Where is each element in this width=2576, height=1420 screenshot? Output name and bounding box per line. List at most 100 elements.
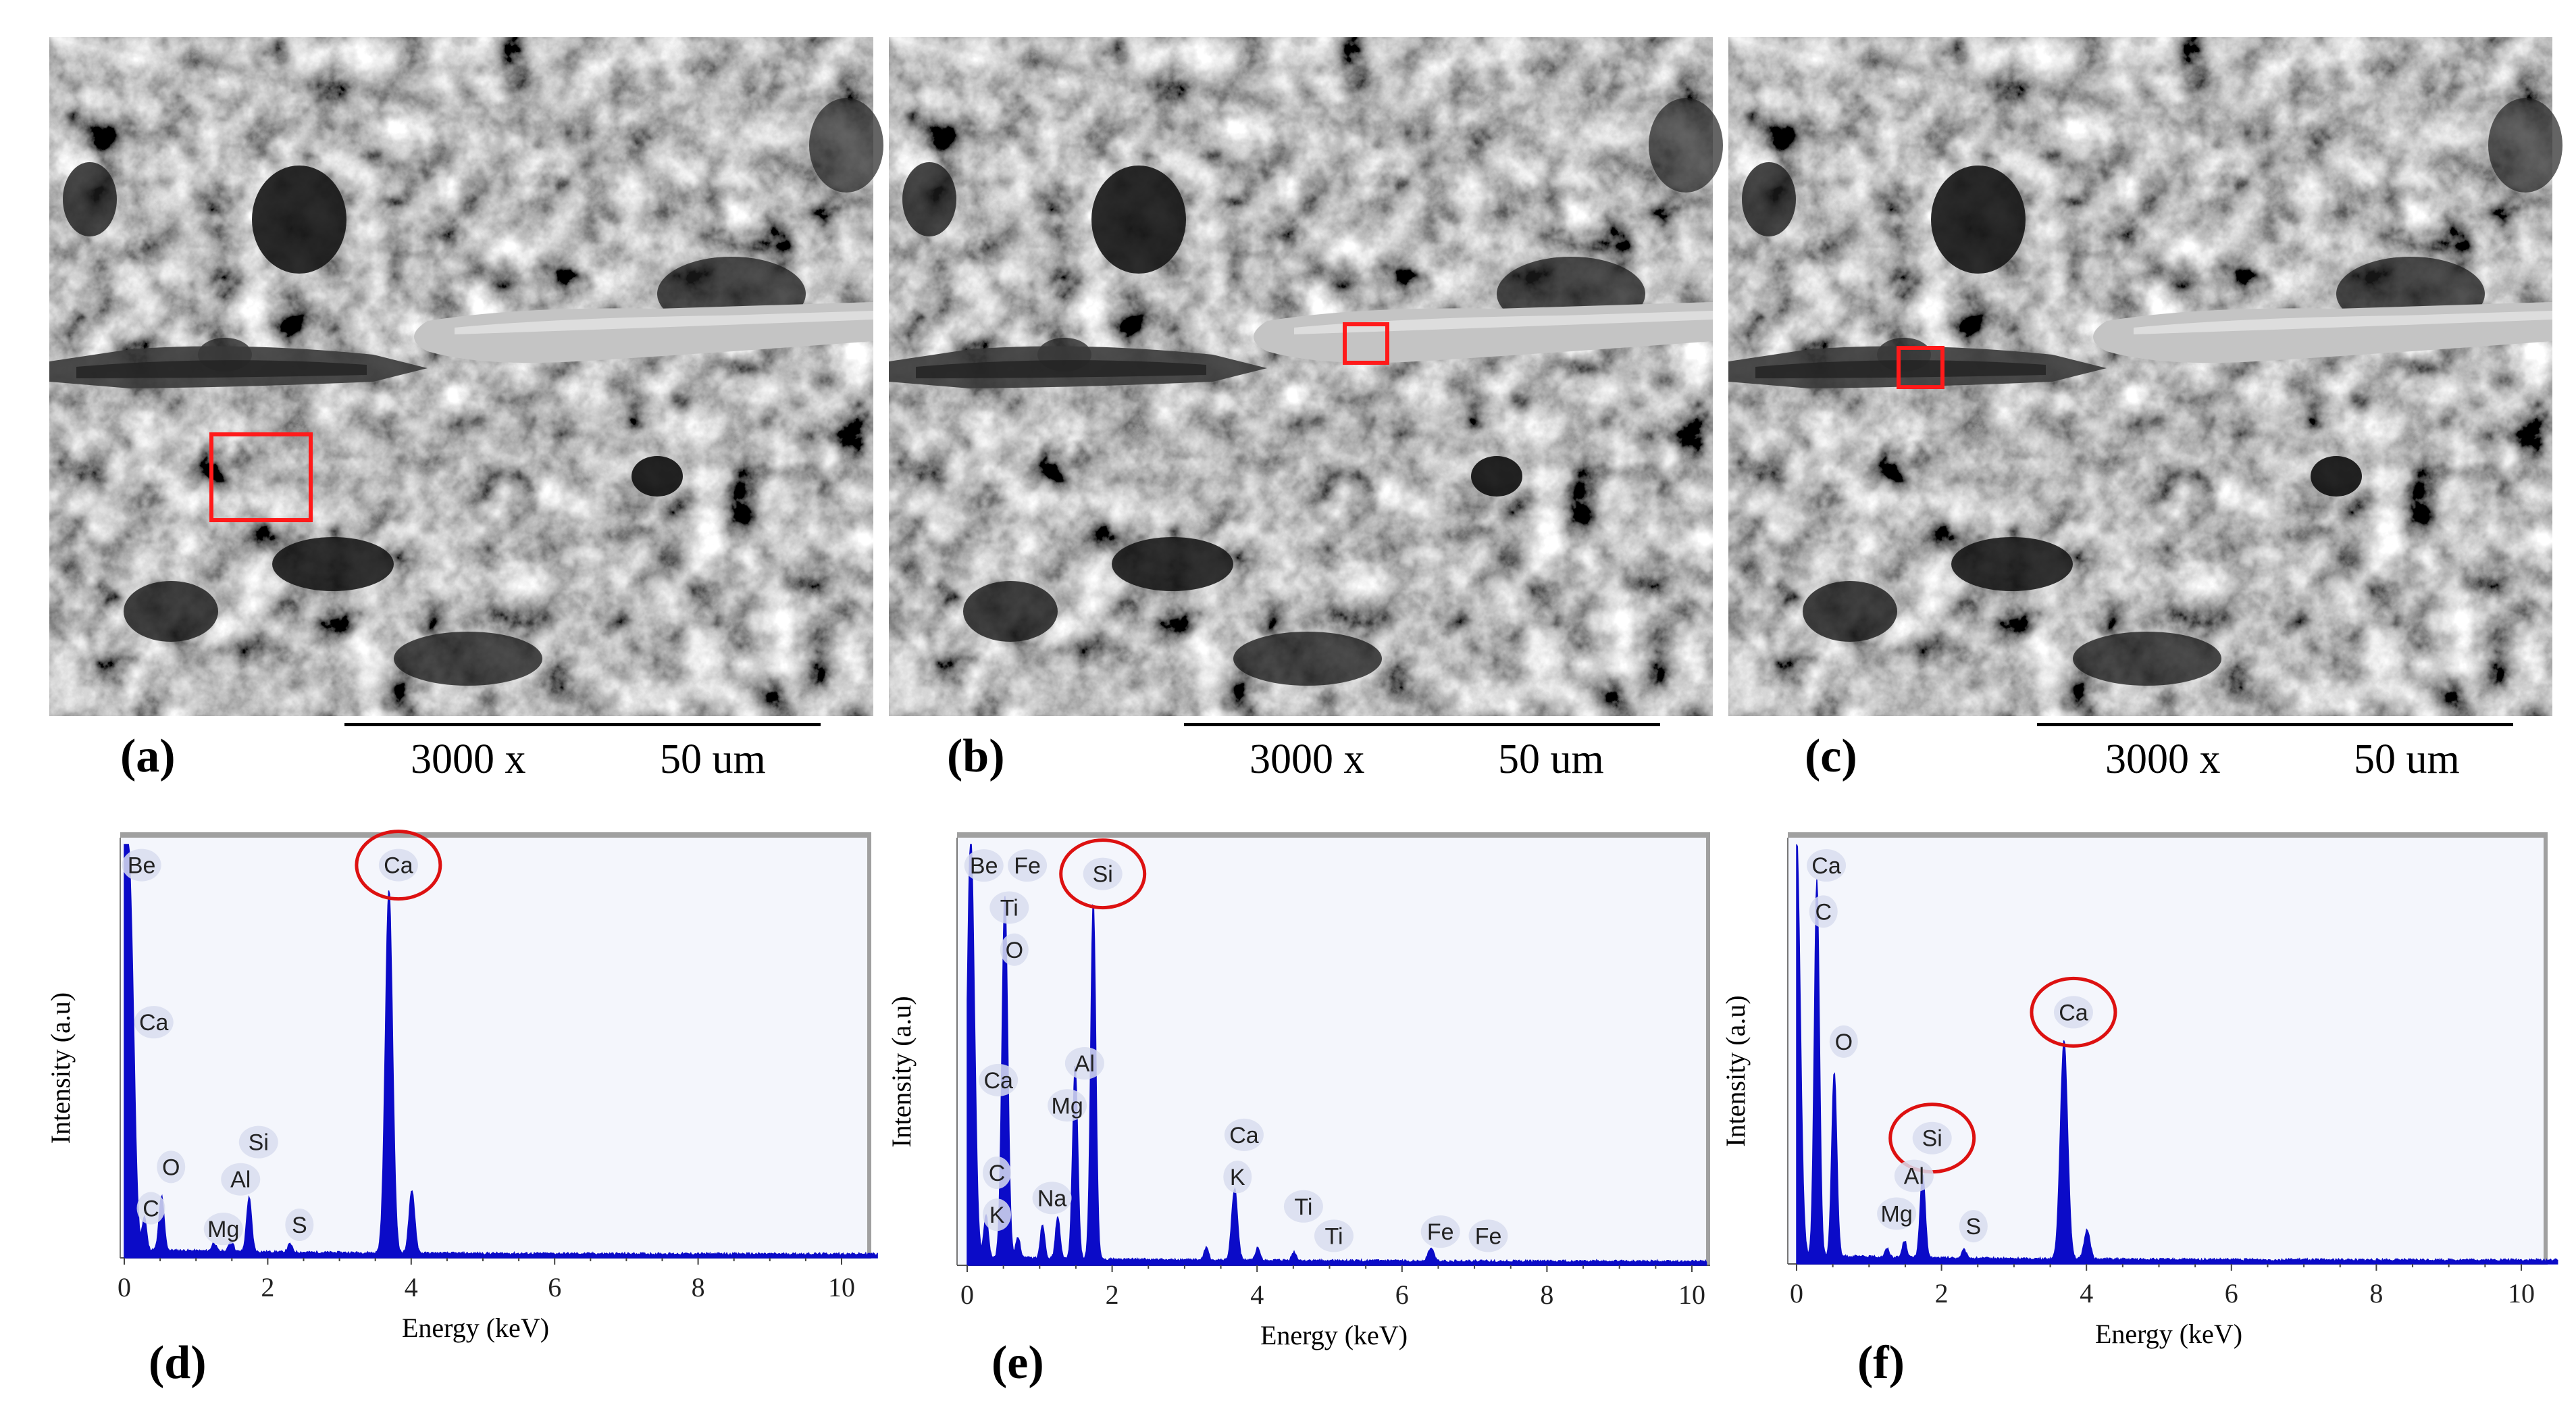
element-label-badge <box>1829 1025 1858 1058</box>
element-label-badge <box>1224 1118 1264 1151</box>
element-label: O <box>1006 938 1023 963</box>
plot-top-border <box>957 832 1710 838</box>
element-label-badge <box>979 1063 1019 1096</box>
element-label: Ca <box>1229 1123 1259 1148</box>
element-label: Si <box>1093 862 1113 888</box>
element-label: C <box>989 1161 1006 1186</box>
element-label-badge <box>989 891 1029 924</box>
element-label-badge <box>2053 996 2093 1029</box>
element-label-badge <box>238 1125 278 1159</box>
element-label-badge <box>1314 1219 1354 1252</box>
panel-label: (c) <box>1805 730 1857 782</box>
x-tick-label: 4 <box>2080 1278 2093 1309</box>
x-tick-label: 2 <box>261 1272 274 1302</box>
element-label-badge <box>1877 1197 1917 1230</box>
scale-bar-b: (b) 3000 x 50 um <box>947 723 1660 782</box>
x-tick-label: 2 <box>1106 1279 1119 1310</box>
plot-right-border <box>1706 832 1710 1265</box>
x-axis-title: Energy (keV) <box>402 1313 549 1343</box>
analysis-spot-marker <box>1897 346 1944 389</box>
x-tick-label: 0 <box>118 1272 131 1302</box>
x-tick-label: 6 <box>1395 1279 1409 1310</box>
element-label-badge <box>1959 1210 1988 1243</box>
element-label-badge <box>1083 857 1123 890</box>
element-label: Ca <box>384 853 413 879</box>
x-tick-label: 4 <box>1250 1279 1264 1310</box>
plot-area <box>120 838 871 1258</box>
element-label-badge <box>1064 1046 1104 1080</box>
magnification-label: 3000 x <box>411 736 526 782</box>
element-label: Fe <box>1427 1219 1454 1245</box>
element-label: Ti <box>1294 1194 1312 1220</box>
highlight-circle <box>2030 976 2117 1048</box>
spectrum-area <box>124 844 878 1259</box>
x-tick-label: 6 <box>2225 1278 2238 1309</box>
x-tick-label: 8 <box>2369 1278 2383 1309</box>
element-label-badge <box>1809 895 1838 928</box>
y-axis-title: Intensity (a.u) <box>886 996 917 1147</box>
element-label: Ti <box>1324 1223 1343 1249</box>
element-label: Mg <box>207 1217 239 1242</box>
scale-bar-c: (c) 3000 x 50 um <box>1805 723 2513 782</box>
element-label-badge <box>285 1209 314 1242</box>
magnification-label: 3000 x <box>2105 736 2221 782</box>
x-tick-label: 8 <box>1540 1279 1553 1310</box>
x-tick-label: 8 <box>692 1272 705 1302</box>
element-label-badge <box>1807 849 1847 882</box>
spectrum-area <box>967 844 1707 1266</box>
element-label-badge <box>1008 849 1048 882</box>
element-label: Ca <box>2059 1000 2088 1025</box>
panel-label: (d) <box>149 1337 207 1389</box>
analysis-spot-marker <box>1343 322 1389 365</box>
panel-label: (f) <box>1857 1337 1905 1389</box>
element-label: Ca <box>139 1010 169 1036</box>
element-label-badge <box>1283 1190 1323 1223</box>
element-label: Si <box>249 1130 269 1156</box>
element-label: Be <box>128 853 156 879</box>
scale-bar-a: (a) 3000 x 50 um <box>120 723 821 782</box>
plot-top-border <box>1788 832 2548 838</box>
x-tick-label: 10 <box>2508 1278 2535 1309</box>
element-label-badge <box>203 1213 243 1246</box>
element-label: Si <box>1922 1126 1942 1152</box>
element-label-badge <box>1468 1219 1508 1252</box>
x-axis-title: Energy (keV) <box>2095 1319 2242 1349</box>
x-tick-label: 10 <box>1678 1279 1705 1310</box>
plot-area <box>1788 838 2548 1264</box>
plot-right-border <box>867 832 871 1258</box>
element-label-badge <box>221 1163 261 1196</box>
element-label: Na <box>1037 1186 1067 1211</box>
element-label: K <box>1230 1165 1245 1190</box>
element-label-badge <box>1032 1182 1072 1215</box>
element-label-badge <box>136 1192 165 1225</box>
x-tick-label: 0 <box>960 1279 974 1310</box>
element-label: C <box>143 1196 159 1222</box>
element-label-badge <box>1000 933 1029 966</box>
x-tick-label: 0 <box>1790 1278 1803 1309</box>
sem-micrograph-c <box>1728 37 2562 716</box>
analysis-area-marker <box>209 432 313 522</box>
element-label: S <box>1966 1214 1982 1240</box>
element-label-badge <box>157 1150 186 1184</box>
x-tick-label: 2 <box>1935 1278 1949 1309</box>
panel-label: (e) <box>991 1337 1044 1389</box>
x-axis-title: Energy (keV) <box>1260 1320 1408 1350</box>
element-label-badge <box>1912 1121 1952 1155</box>
element-label: Mg <box>1052 1093 1083 1119</box>
element-label-badge <box>134 1006 174 1039</box>
element-label-badge <box>1420 1215 1460 1248</box>
plot-top-border <box>120 832 871 838</box>
element-label-badge <box>1894 1159 1934 1192</box>
element-label-badge <box>964 849 1004 882</box>
element-label: Ca <box>983 1068 1013 1094</box>
highlight-circle <box>1059 838 1147 910</box>
element-label-badge <box>378 848 418 882</box>
x-tick-label: 4 <box>405 1272 418 1302</box>
sem-micrograph-a <box>49 37 883 716</box>
x-tick-label: 6 <box>548 1272 561 1302</box>
y-axis-title: Intensity (a.u) <box>45 992 76 1144</box>
scale-length-label: 50 um <box>1498 736 1604 782</box>
scale-length-label: 50 um <box>660 736 766 782</box>
